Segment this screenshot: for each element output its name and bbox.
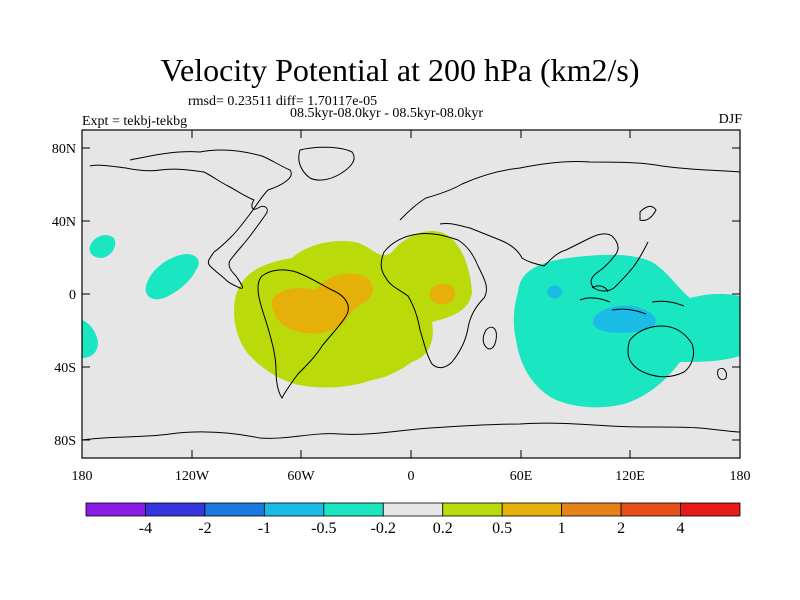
lon-label-120w: 120W bbox=[175, 469, 210, 484]
colorbar-swatch bbox=[204, 502, 265, 517]
map-title: Velocity Potential at 200 hPa (km2/s) bbox=[160, 52, 640, 88]
colorbar-label: -4 bbox=[139, 520, 152, 537]
coast-new-zealand bbox=[717, 367, 727, 381]
lon-label-60w: 60W bbox=[287, 469, 315, 484]
lat-label-80n: 80N bbox=[52, 142, 76, 157]
colorbar-label: 1 bbox=[558, 520, 566, 537]
colorbar-swatch bbox=[561, 502, 622, 517]
colorbar-swatch bbox=[680, 502, 741, 517]
colorbar-swatch bbox=[263, 502, 325, 517]
colorbar-label: 2 bbox=[617, 520, 625, 537]
coast-africa bbox=[380, 233, 487, 369]
lon-label-60e: 60E bbox=[510, 469, 533, 484]
contour-fields bbox=[82, 230, 740, 408]
coast-south-america bbox=[257, 269, 349, 399]
season-label: DJF bbox=[718, 112, 742, 127]
positive-mid-region bbox=[271, 273, 373, 334]
negative-mid-spot bbox=[547, 285, 562, 299]
lat-label-40n: 40N bbox=[52, 215, 76, 230]
lat-label-40s: 40S bbox=[54, 361, 76, 376]
coast-eurasia bbox=[399, 160, 740, 292]
colorbar: -4 -2 -1 -0.5 -0.2 0.2 0.5 1 2 4 bbox=[85, 502, 741, 537]
positive-mid-region-africa bbox=[429, 284, 456, 305]
colorbar-label: -1 bbox=[258, 520, 271, 537]
negative-pacific-blob bbox=[145, 254, 199, 300]
colorbar-label: -2 bbox=[198, 520, 211, 537]
lat-label-80s: 80S bbox=[54, 434, 76, 449]
coast-japan bbox=[639, 205, 657, 221]
colorbar-swatch bbox=[501, 502, 563, 517]
period-label: 08.5kyr-08.0kyr - 08.5kyr-08.0kyr bbox=[290, 106, 484, 121]
colorbar-label: -0.2 bbox=[371, 520, 396, 537]
lon-label-0: 0 bbox=[408, 469, 415, 484]
coast-indonesia bbox=[579, 285, 685, 315]
colorbar-swatch bbox=[442, 502, 503, 517]
lon-label-180w: 180 bbox=[72, 469, 93, 484]
colorbar-swatch bbox=[85, 502, 146, 517]
colorbar-label: 4 bbox=[677, 520, 685, 537]
stats-label: rmsd= 0.23511 diff= 1.70117e-05 bbox=[188, 94, 378, 109]
colorbar-label: 0.2 bbox=[433, 520, 453, 537]
coast-greenland bbox=[298, 146, 355, 181]
coast-north-america bbox=[89, 149, 292, 289]
negative-pacific-blob-2 bbox=[89, 235, 116, 258]
coast-antarctica bbox=[82, 422, 740, 441]
colorbar-swatch bbox=[382, 502, 444, 517]
negative-west-edge-blob bbox=[82, 320, 98, 358]
experiment-label: Expt = tekbj-tekbg bbox=[82, 114, 188, 129]
lon-label-180e: 180 bbox=[730, 469, 751, 484]
coastlines bbox=[82, 146, 740, 441]
lat-label-eq: 0 bbox=[69, 288, 76, 303]
colorbar-label: -0.5 bbox=[311, 520, 336, 537]
colorbar-swatch bbox=[145, 502, 206, 517]
coast-madagascar bbox=[482, 326, 497, 350]
colorbar-swatch bbox=[323, 502, 384, 517]
colorbar-swatch bbox=[620, 502, 681, 517]
axis-ticks bbox=[81, 130, 741, 458]
lon-label-120e: 120E bbox=[615, 469, 645, 484]
coast-australia bbox=[627, 325, 695, 378]
colorbar-label: 0.5 bbox=[492, 520, 512, 537]
